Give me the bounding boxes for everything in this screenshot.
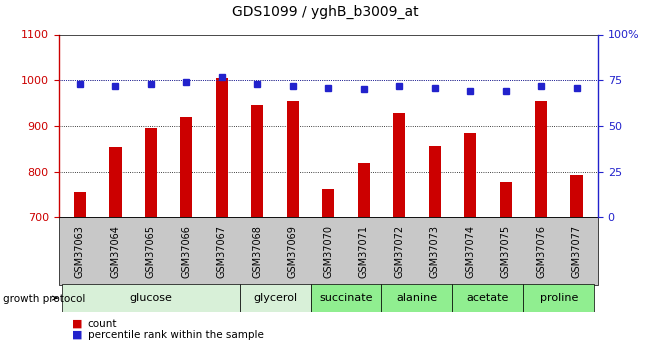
Bar	[251, 105, 263, 217]
Bar	[393, 113, 406, 217]
Bar	[62, 284, 239, 312]
Text: alanine: alanine	[396, 293, 437, 303]
Bar	[523, 284, 595, 312]
Bar	[311, 284, 382, 312]
Text: succinate: succinate	[319, 293, 372, 303]
Text: percentile rank within the sample: percentile rank within the sample	[88, 330, 264, 339]
Bar	[535, 101, 547, 217]
Bar	[428, 146, 441, 217]
Text: ■: ■	[72, 330, 82, 339]
Text: growth protocol: growth protocol	[3, 294, 86, 304]
Bar	[287, 101, 299, 217]
Bar	[144, 128, 157, 217]
Bar	[180, 117, 192, 217]
Bar	[73, 192, 86, 217]
Text: glycerol: glycerol	[253, 293, 297, 303]
Text: proline: proline	[540, 293, 578, 303]
Bar	[239, 284, 311, 312]
Text: GDS1099 / yghB_b3009_at: GDS1099 / yghB_b3009_at	[231, 5, 419, 19]
Bar	[499, 182, 512, 217]
Bar	[109, 147, 122, 217]
Text: ■: ■	[72, 319, 82, 328]
Bar	[216, 78, 228, 217]
Bar	[464, 133, 476, 217]
Text: acetate: acetate	[467, 293, 509, 303]
Text: glucose: glucose	[129, 293, 172, 303]
Bar	[322, 189, 335, 217]
Bar	[571, 175, 583, 217]
Bar	[382, 284, 452, 312]
Text: count: count	[88, 319, 117, 328]
Bar	[358, 164, 370, 217]
Bar	[452, 284, 523, 312]
